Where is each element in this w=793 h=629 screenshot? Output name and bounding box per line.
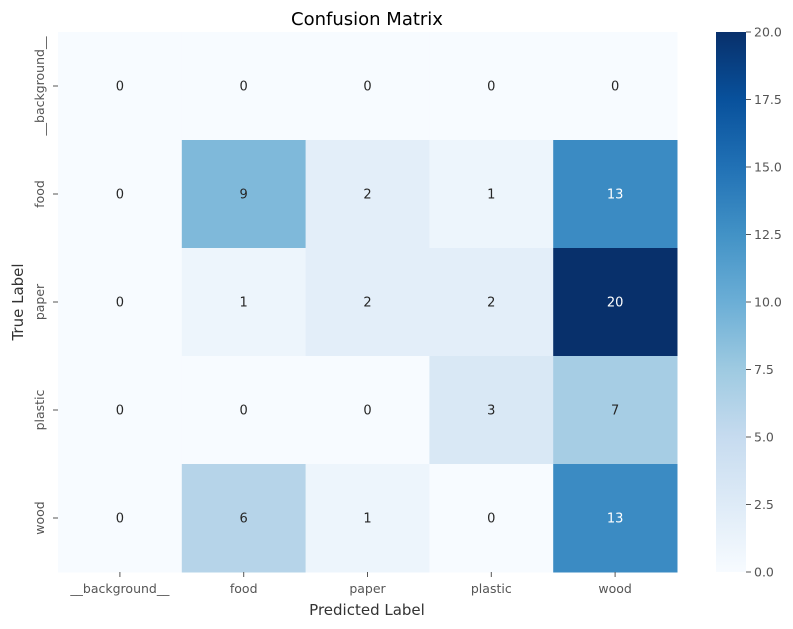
cell-value-label: 0 (363, 80, 371, 95)
heatmap-cell (305, 248, 430, 357)
heatmap-cell (429, 140, 554, 249)
heatmap-cell (553, 248, 678, 357)
y-axis-label: True Label (9, 263, 27, 341)
cell-value-label: 0 (116, 512, 124, 527)
cell-value-label: 0 (487, 512, 495, 527)
heatmap-cell (305, 32, 430, 141)
cell-value-label: 1 (487, 188, 495, 203)
cell-value-label: 1 (240, 296, 248, 311)
heatmap-cell (429, 32, 554, 141)
heatmap-cell (553, 464, 678, 573)
heatmap-cell (181, 248, 307, 357)
heatmap-cell (429, 464, 554, 573)
heatmap-cell (181, 140, 307, 249)
cell-value-label: 0 (240, 404, 248, 419)
colorbar-tick-label: 7.5 (754, 362, 774, 377)
y-tick-label: paper (32, 283, 47, 320)
y-axis-ticks: __background__food paper plastic wood (32, 36, 58, 535)
colorbar (716, 32, 746, 572)
cell-value-label: 0 (116, 404, 124, 419)
y-tick-label: plastic (32, 389, 47, 430)
cell-value-label: 6 (240, 512, 248, 527)
heatmap-cell (181, 464, 307, 573)
cell-value-label: 1 (363, 512, 371, 527)
x-tick-label: paper (349, 581, 386, 596)
chart-title: Confusion Matrix (291, 9, 443, 30)
x-axis-label: Predicted Label (309, 601, 425, 619)
x-axis-ticks: __background__ food paper plastic wood (69, 572, 632, 596)
heatmap-cell (553, 356, 678, 465)
colorbar-tick-label: 0.0 (754, 565, 774, 580)
colorbar-tick-label: 10.0 (754, 295, 782, 310)
heatmap-cell (58, 140, 183, 249)
heatmap-cell (429, 356, 554, 465)
cell-value-label: 20 (607, 296, 624, 311)
colorbar-tick-label: 2.5 (754, 497, 774, 512)
heatmap-cell (181, 32, 307, 141)
colorbar-tick-label: 20.0 (754, 25, 782, 40)
colorbar-ticks: 0.0 2.5 5.0 7.5 10.0 12.5 15.0 17.5 20.0 (746, 25, 782, 580)
cell-value-label: 13 (607, 188, 624, 203)
cell-value-label: 0 (240, 80, 248, 95)
heatmap-cell-labels: 0 0 0 0 0 0 9 2 1 13 0 1 2 2 20 0 0 0 3 7 0 6 1 0 13 (116, 80, 624, 527)
heatmap-cell (58, 464, 183, 573)
heatmap-cell (58, 356, 183, 465)
cell-value-label: 0 (487, 80, 495, 95)
cell-value-label: 9 (240, 188, 248, 203)
heatmap-cell (58, 32, 183, 141)
y-tick-label: __background__ (32, 36, 47, 137)
cell-value-label: 13 (607, 512, 624, 527)
x-tick-label: plastic (471, 581, 512, 596)
heatmap-cell (429, 248, 554, 357)
x-tick-label: wood (598, 581, 631, 596)
cell-value-label: 3 (487, 404, 495, 419)
heatmap-cell (553, 32, 678, 141)
heatmap-cell (305, 140, 430, 249)
x-tick-label: __background__ (69, 581, 170, 596)
colorbar-tick-label: 15.0 (754, 160, 782, 175)
colorbar-tick-label: 12.5 (754, 227, 782, 242)
y-tick-label: wood (32, 501, 47, 534)
cell-value-label: 0 (363, 404, 371, 419)
heatmap-cell (305, 464, 430, 573)
colorbar-tick-label: 17.5 (754, 92, 782, 107)
cell-value-label: 0 (611, 80, 619, 95)
heatmap-cell (58, 248, 183, 357)
heatmap-cell (553, 140, 678, 249)
heatmap-cells (58, 32, 678, 573)
colorbar-tick-label: 5.0 (754, 430, 774, 445)
heatmap-cell (305, 356, 430, 465)
y-tick-label: food (32, 180, 47, 208)
cell-value-label: 2 (363, 296, 371, 311)
heatmap-cell (181, 356, 307, 465)
cell-value-label: 0 (116, 80, 124, 95)
cell-value-label: 7 (611, 404, 619, 419)
cell-value-label: 2 (363, 188, 371, 203)
cell-value-label: 0 (116, 296, 124, 311)
cell-value-label: 2 (487, 296, 495, 311)
cell-value-label: 0 (116, 188, 124, 203)
x-tick-label: food (230, 581, 258, 596)
